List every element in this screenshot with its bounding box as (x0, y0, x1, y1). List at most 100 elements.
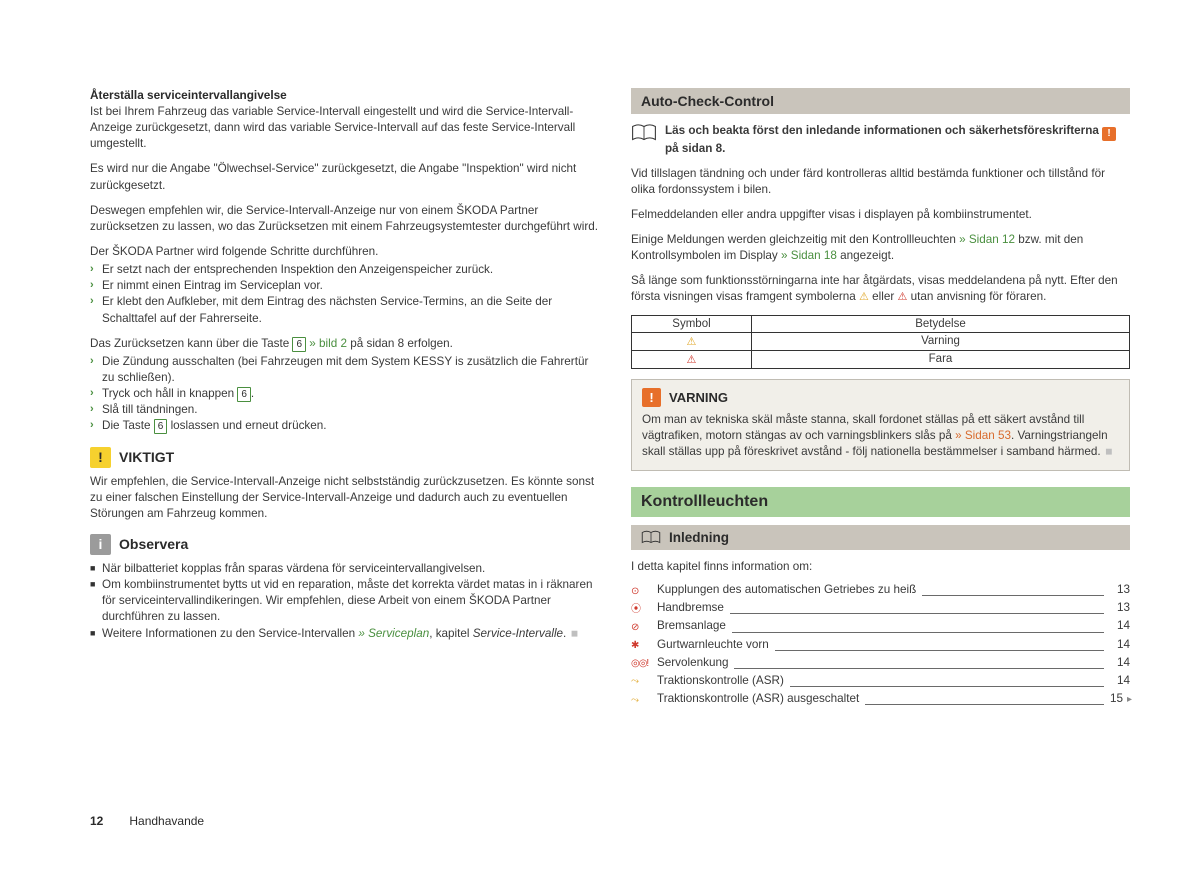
toc-page: 14 (1110, 636, 1130, 654)
toc-row: ⊘Bremsanlage14 (631, 617, 1130, 635)
warning-title: VARNING (669, 390, 728, 405)
body-text: Der ŠKODA Partner wird folgende Schritte… (90, 244, 599, 260)
list-item: Tryck och håll in knappen 6. (102, 386, 254, 402)
chevron-icon: › (90, 294, 102, 309)
cross-ref: » Sidan 12 (959, 233, 1015, 246)
table-cell: Fara (751, 350, 1129, 368)
list-item: Om kombiinstrumentet bytts ut vid en rep… (102, 577, 599, 625)
table-header: Betydelse (751, 315, 1129, 332)
warning-triangle-red-icon: ⚠ (897, 291, 907, 303)
indicator-lamp-icon: ⦿ (631, 602, 651, 618)
toc-leader (775, 650, 1104, 651)
indicator-lamp-icon: ⤳ (631, 693, 651, 709)
callout-observera: i Observera (90, 534, 599, 555)
list-item: Slå till tändningen. (102, 402, 198, 418)
body-text: Så länge som funktionsstörningarna inte … (631, 273, 1130, 305)
toc-label: Gurtwarnleuchte vorn (657, 636, 769, 654)
bullet-list: ›Die Zündung ausschalten (bei Fahrzeugen… (90, 354, 599, 435)
toc-row: ⤳ Traktionskontrolle (ASR) ausgeschaltet 1… (631, 690, 1130, 708)
indicator-lamp-icon: ✱ (631, 638, 651, 654)
toc-page: 14 (1110, 654, 1130, 672)
keycap-6: 6 (237, 387, 251, 402)
list-item: Die Zündung ausschalten (bei Fahrzeugen … (102, 354, 599, 386)
section-heading: Återställa serviceintervallangivelse (90, 88, 599, 102)
toc-page: 13 (1110, 581, 1130, 599)
toc-row: ◎◎!Servolenkung14 (631, 654, 1130, 672)
toc-page: 15▸ (1110, 690, 1130, 708)
toc-leader (865, 704, 1104, 705)
toc-leader (734, 668, 1104, 669)
book-icon (641, 530, 661, 545)
table-cell: ⚠ (631, 350, 751, 368)
toc-label: Servolenkung (657, 654, 728, 672)
chevron-icon: › (90, 386, 102, 401)
chevron-icon: › (90, 278, 102, 293)
warning-triangle-red-icon: ⚠ (687, 354, 697, 366)
toc-page: 14 (1110, 672, 1130, 690)
square-bullet-icon: ■ (90, 626, 102, 641)
indicator-lamp-icon: ⊙ (631, 584, 651, 600)
toc-label: Traktionskontrolle (ASR) (657, 672, 784, 690)
body-text: Deswegen empfehlen wir, die Service-Inte… (90, 203, 599, 235)
section-end-icon: ◼ (1103, 446, 1113, 456)
warning-triangle-yellow-icon: ⚠ (687, 336, 697, 348)
section-end-icon: ◼ (568, 628, 578, 638)
chevron-icon: › (90, 402, 102, 417)
toc-row: ⦿ Handbremse 13 (631, 599, 1130, 617)
body-text: I detta kapitel finns information om: (631, 559, 1130, 575)
book-icon (631, 123, 657, 143)
exclamation-icon: ! (642, 388, 661, 407)
warning-box: ! VARNING Om man av tekniska skäl måste … (631, 379, 1130, 471)
toc-leader (790, 686, 1104, 687)
heading-bar: Auto-Check-Control (631, 88, 1130, 114)
info-icon: i (90, 534, 111, 555)
warning-badge-icon: ! (1102, 127, 1116, 141)
square-bullet-icon: ■ (90, 561, 102, 576)
toc-page: 14 (1110, 617, 1130, 635)
toc-label: Handbremse (657, 599, 724, 617)
warning-body: Om man av tekniska skäl måste stanna, sk… (642, 412, 1119, 460)
toc-label: Traktionskontrolle (ASR) ausgeschaltet (657, 690, 859, 708)
body-text: Ist bei Ihrem Fahrzeug das variable Serv… (90, 104, 599, 152)
list-item: Weitere Informationen zu den Service-Int… (102, 626, 576, 642)
chevron-icon: › (90, 418, 102, 433)
heading-bar: Inledning (631, 525, 1130, 550)
continue-icon: ▸ (1127, 694, 1132, 705)
warning-triangle-yellow-icon: ⚠ (859, 291, 869, 303)
keycap-6: 6 (154, 419, 168, 434)
list-item: Er setzt nach der entsprechenden Inspekt… (102, 262, 493, 278)
body-text: Das Zurücksetzen kann über die Taste 6 »… (90, 336, 599, 352)
toc-row: ✱ Gurtwarnleuchte vorn 14 (631, 636, 1130, 654)
toc-page: 13 (1110, 599, 1130, 617)
page-footer: 12 Handhavande (90, 814, 204, 828)
toc-row: ⊙ Kupplungen des automatischen Getriebes … (631, 581, 1130, 599)
callout-viktigt: ! VIKTIGT (90, 447, 599, 468)
table-cell: Varning (751, 332, 1129, 350)
list-item: Die Taste 6 loslassen und erneut drücken… (102, 418, 327, 434)
symbol-table: SymbolBetydelse ⚠Varning ⚠Fara (631, 315, 1130, 369)
read-first-note: Läs och beakta först den inledande infor… (631, 123, 1130, 157)
cross-ref: » bild 2 (309, 337, 347, 350)
cross-ref: » Sidan 53 (955, 429, 1011, 442)
chevron-icon: › (90, 262, 102, 277)
chevron-icon: › (90, 354, 102, 369)
body-text: Felmeddelanden eller andra uppgifter vis… (631, 207, 1130, 223)
indicator-lamp-icon: ⊘ (631, 620, 651, 636)
callout-body: Wir empfehlen, die Service-Intervall-Anz… (90, 474, 599, 522)
footer-section: Handhavande (129, 814, 204, 828)
callout-title: Observera (119, 536, 188, 552)
list-item: När bilbatteriet kopplas från sparas vär… (102, 561, 485, 577)
indicator-lamp-icon: ⤳ (631, 674, 651, 690)
body-text: Einige Meldungen werden gleichzeitig mit… (631, 232, 1130, 264)
section-bar-green: Kontrollleuchten (631, 487, 1130, 517)
cross-ref: » Serviceplan (358, 627, 429, 640)
cross-ref: » Sidan 18 (781, 249, 837, 262)
list-item: Er klebt den Aufkleber, mit dem Eintrag … (102, 294, 599, 326)
toc-list: ⊙ Kupplungen des automatischen Getriebes … (631, 581, 1130, 708)
toc-label: Kupplungen des automatischen Getriebes z… (657, 581, 916, 599)
square-bullet-list: ■När bilbatteriet kopplas från sparas vä… (90, 561, 599, 642)
toc-leader (922, 595, 1104, 596)
toc-row: ⤳ Traktionskontrolle (ASR) 14 (631, 672, 1130, 690)
list-item: Er nimmt einen Eintrag im Serviceplan vo… (102, 278, 323, 294)
toc-leader (732, 632, 1104, 633)
